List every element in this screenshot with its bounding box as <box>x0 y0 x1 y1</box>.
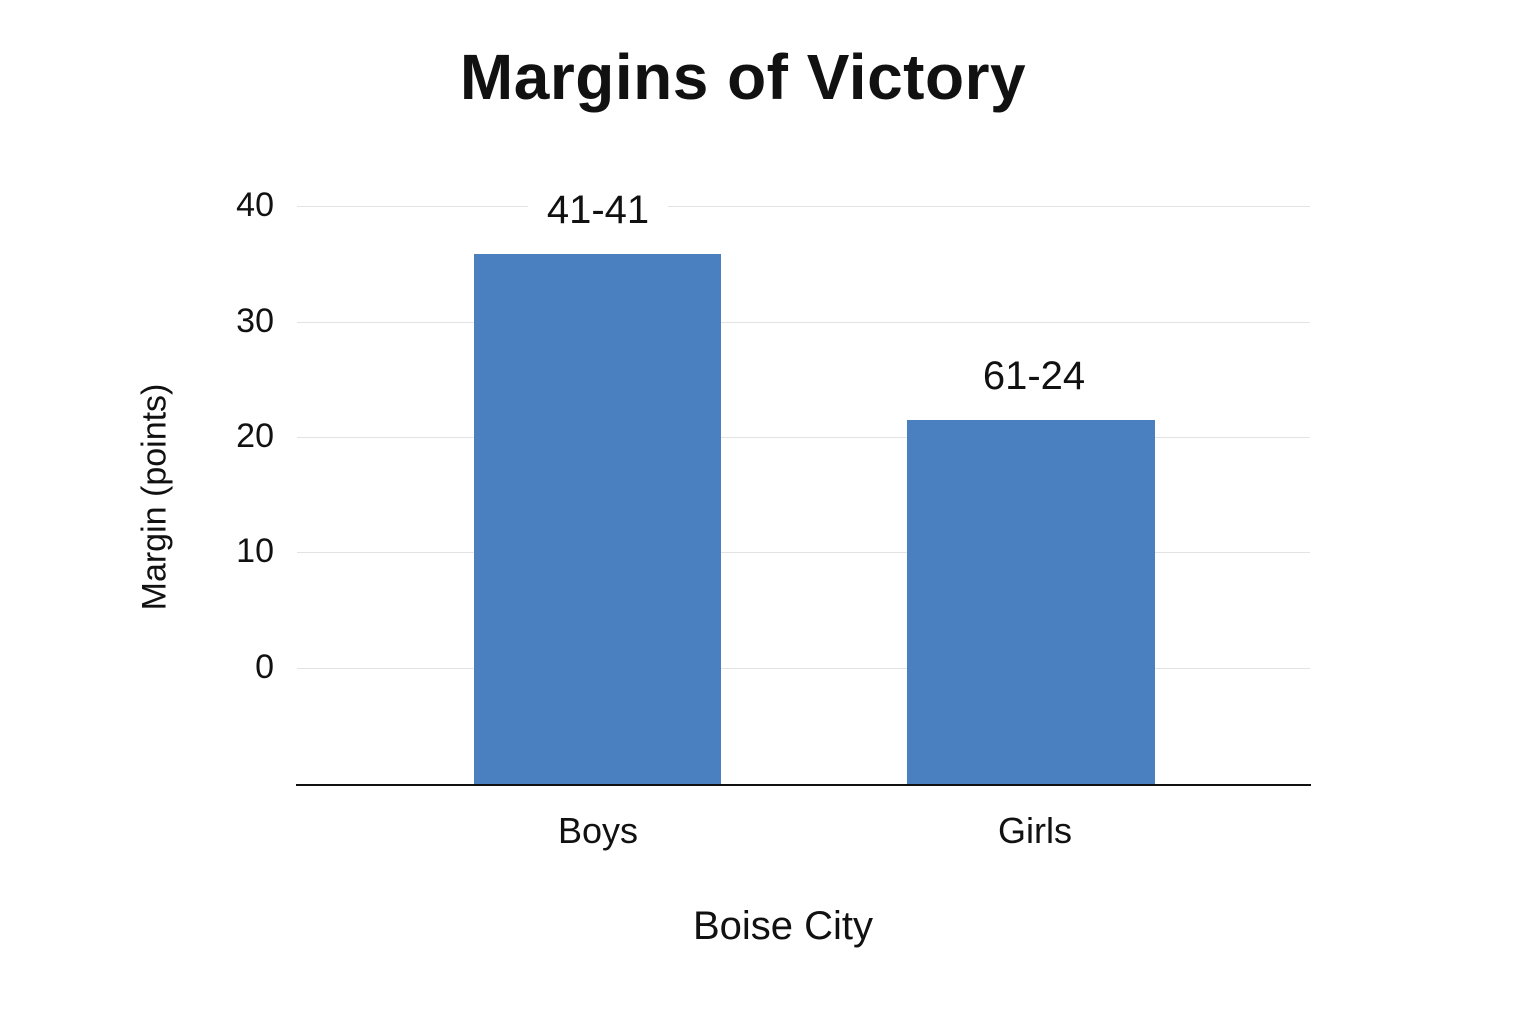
gridline-40 <box>297 206 1310 207</box>
x-axis-label: Boise City <box>692 904 874 948</box>
x-tick-label-boys: Boys <box>557 810 639 851</box>
y-tick-label: 10 <box>236 532 274 570</box>
chart-title: Margins of Victory <box>459 41 1027 113</box>
gridline-10 <box>297 552 1310 553</box>
gridline-20 <box>297 437 1310 438</box>
gridline-30 <box>297 322 1310 323</box>
x-tick-label-girls: Girls <box>998 810 1072 851</box>
y-axis-label: Margin (points) <box>135 383 174 611</box>
bar-label-girls: 61-24 <box>964 354 1104 399</box>
bar-boys <box>474 254 721 785</box>
y-tick-label: 0 <box>255 648 274 686</box>
bar-label-boys: 41-41 <box>528 188 668 233</box>
gridline-0 <box>297 668 1310 669</box>
y-tick-label: 20 <box>236 417 274 455</box>
y-tick-label: 40 <box>236 186 274 224</box>
x-axis-line <box>296 784 1311 786</box>
y-tick-label: 30 <box>236 302 274 340</box>
bar-girls <box>907 420 1155 785</box>
